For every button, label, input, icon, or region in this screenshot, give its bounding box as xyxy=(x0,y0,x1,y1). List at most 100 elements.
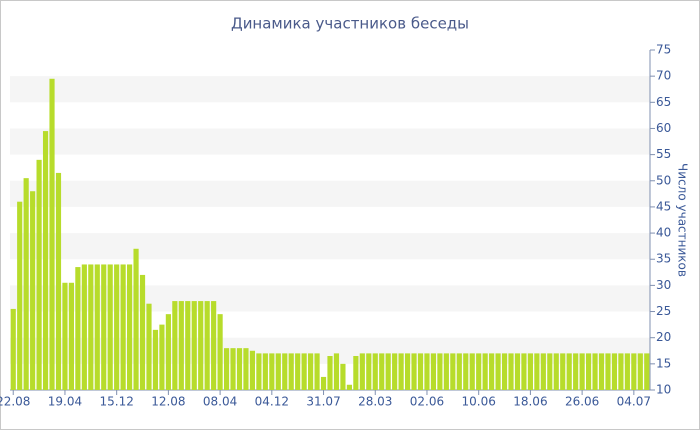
x-tick-label: 02.06 xyxy=(410,395,444,409)
bar xyxy=(217,314,223,390)
bar xyxy=(262,353,268,390)
bar xyxy=(508,353,514,390)
bar xyxy=(385,353,391,390)
bar xyxy=(411,353,417,390)
bar xyxy=(94,264,100,390)
bar xyxy=(10,308,16,390)
bar xyxy=(36,159,42,390)
bar xyxy=(55,172,62,390)
grid-band xyxy=(10,233,650,260)
bar xyxy=(553,353,559,390)
y-tick-label: 45 xyxy=(656,199,671,213)
bar xyxy=(540,353,546,390)
bar xyxy=(314,353,320,390)
bar xyxy=(249,350,256,390)
y-tick-label: 10 xyxy=(656,383,671,397)
bar xyxy=(366,353,372,390)
y-tick-label: 65 xyxy=(656,95,671,109)
bar xyxy=(275,353,281,390)
bar xyxy=(243,348,249,390)
bar xyxy=(185,301,191,390)
bar xyxy=(340,363,346,390)
y-tick-label: 30 xyxy=(656,278,671,292)
bar xyxy=(23,178,29,390)
y-tick-label: 20 xyxy=(656,330,671,344)
bar xyxy=(178,301,184,390)
x-tick-label: 04.12 xyxy=(255,395,289,409)
bar xyxy=(191,301,197,390)
bar xyxy=(30,191,36,390)
bar xyxy=(320,376,327,390)
bar xyxy=(88,264,94,390)
bar xyxy=(159,324,165,390)
bar xyxy=(521,353,527,390)
bar xyxy=(430,353,437,390)
x-tick-label: 18.06 xyxy=(513,395,547,409)
bar xyxy=(42,131,49,391)
bar xyxy=(573,353,579,390)
bar xyxy=(295,353,301,390)
bar xyxy=(288,353,294,390)
y-tick-label: 60 xyxy=(656,121,671,135)
bar xyxy=(560,353,566,390)
bar xyxy=(165,314,171,390)
x-tick-label: 04.07 xyxy=(617,395,651,409)
bar xyxy=(456,353,462,390)
x-tick-label: 31.07 xyxy=(306,395,340,409)
bar xyxy=(611,353,618,390)
bar xyxy=(282,353,288,390)
bar xyxy=(618,353,624,390)
bar xyxy=(398,353,404,390)
bar xyxy=(404,353,411,390)
y-tick-label: 40 xyxy=(656,226,671,240)
bar xyxy=(353,356,359,390)
bar xyxy=(256,353,262,390)
bar xyxy=(269,353,275,390)
grid-band xyxy=(10,128,650,155)
bar xyxy=(236,348,243,390)
bar xyxy=(204,301,210,390)
bar xyxy=(346,384,352,390)
bar xyxy=(463,353,469,390)
bar xyxy=(579,353,585,390)
y-tick-label: 35 xyxy=(656,252,671,266)
bar xyxy=(62,282,68,390)
bar xyxy=(49,78,55,391)
bar xyxy=(534,353,540,390)
bar xyxy=(424,353,430,390)
y-tick-label: 25 xyxy=(656,304,671,318)
bar xyxy=(417,353,424,390)
x-tick-label: 15.12 xyxy=(99,395,133,409)
x-tick-label: 12.08 xyxy=(151,395,185,409)
bar xyxy=(172,301,178,390)
bar xyxy=(333,353,340,390)
bar xyxy=(146,303,152,390)
bar xyxy=(631,353,637,390)
bar xyxy=(359,353,365,390)
bar xyxy=(514,353,521,390)
bar xyxy=(547,353,553,390)
bar xyxy=(230,348,236,390)
bar xyxy=(308,353,314,390)
bar xyxy=(598,353,605,390)
bar xyxy=(476,353,482,390)
bar xyxy=(379,353,385,390)
bar xyxy=(482,353,488,390)
y-tick-label: 75 xyxy=(656,43,671,57)
grid-band xyxy=(10,180,650,207)
y-tick-label: 50 xyxy=(656,173,671,187)
bar xyxy=(107,264,113,390)
bar xyxy=(586,353,592,390)
y-tick-label: 70 xyxy=(656,69,671,83)
y-tick-label: 55 xyxy=(656,147,671,161)
bar xyxy=(198,301,204,390)
bar xyxy=(450,353,456,390)
chart-title: Динамика участников беседы xyxy=(231,15,469,33)
bar xyxy=(114,264,120,390)
bar xyxy=(75,267,81,390)
bar xyxy=(101,264,107,390)
bar xyxy=(372,353,378,390)
bar xyxy=(152,329,159,390)
bar xyxy=(624,353,630,390)
